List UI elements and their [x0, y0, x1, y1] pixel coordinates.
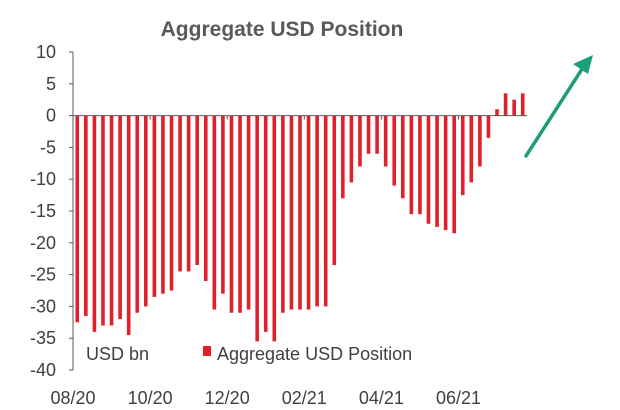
trend-arrow-line: [524, 64, 586, 158]
bar: [306, 115, 311, 310]
legend: Aggregate USD Position: [203, 344, 412, 364]
y-tick-label: -20: [30, 233, 56, 253]
bar: [435, 115, 439, 227]
bar: [101, 115, 105, 326]
trend-arrow-head: [573, 55, 593, 74]
bar: [366, 115, 371, 154]
bar: [255, 115, 259, 342]
bar: [469, 115, 474, 183]
y-tick-label: 10: [36, 42, 56, 62]
x-tick-label: 06/21: [436, 388, 481, 408]
y-axis-ticks: 10 5 0 -5 -10 -15 -20 -25 -30 -35 -40: [30, 42, 56, 380]
x-tick-label: 10/20: [128, 388, 173, 408]
bar: [84, 115, 88, 316]
bar: [315, 115, 319, 307]
bar: [144, 115, 148, 307]
bar: [178, 115, 182, 272]
unit-label: USD bn: [86, 344, 149, 364]
x-axis-ticks: 08/20 10/20 12/20 02/21 04/21 06/21: [50, 388, 481, 408]
bar: [221, 115, 225, 294]
bar: [118, 115, 122, 320]
bar: [495, 109, 499, 116]
bar: [375, 115, 379, 154]
bar: [203, 115, 208, 281]
x-tick-label: 08/20: [50, 388, 95, 408]
chart-title: Aggregate USD Position: [161, 18, 404, 41]
bars: [75, 93, 525, 342]
bar: [126, 115, 131, 336]
bar: [443, 115, 448, 231]
bar: [92, 115, 97, 332]
bar: [161, 115, 165, 294]
y-tick-label: -35: [30, 328, 56, 348]
bar: [229, 115, 234, 313]
y-tick-label: -25: [30, 265, 56, 285]
y-tick-label: -40: [30, 360, 56, 380]
axes: [69, 51, 527, 371]
y-tick-label: -5: [40, 137, 56, 157]
bar: [400, 115, 405, 199]
bar: [460, 115, 465, 196]
bar: [486, 115, 491, 138]
bar: [418, 115, 422, 215]
bar: [452, 115, 456, 234]
bar: [195, 115, 200, 266]
x-tick-label: 02/21: [282, 388, 327, 408]
bar: [341, 115, 345, 199]
bar: [383, 115, 388, 167]
bar: [503, 93, 508, 116]
y-tick-label: -10: [30, 169, 56, 189]
x-tick-label: 12/20: [205, 388, 250, 408]
bar: [512, 99, 516, 116]
bar: [349, 115, 354, 183]
bar: [358, 115, 362, 167]
bar: [169, 115, 174, 291]
bar: [520, 93, 525, 116]
bar: [298, 115, 302, 310]
y-tick-label: -30: [30, 296, 56, 316]
bar: [75, 115, 80, 323]
bar: [135, 115, 140, 313]
trend-arrow: [524, 55, 593, 158]
bar: [109, 115, 114, 326]
y-tick-label: 0: [46, 106, 56, 126]
bar: [478, 115, 482, 167]
y-tick-label: -15: [30, 201, 56, 221]
y-tick-label: 5: [46, 74, 56, 94]
bar: [426, 115, 431, 224]
x-tick-label: 04/21: [359, 388, 404, 408]
bar: [152, 115, 157, 297]
bar: [392, 115, 397, 186]
legend-swatch: [203, 346, 211, 356]
bar: [409, 115, 414, 215]
legend-label: Aggregate USD Position: [217, 344, 412, 364]
bar: [272, 115, 277, 342]
bar: [323, 115, 328, 307]
bar: [186, 115, 191, 272]
bar: [246, 115, 251, 310]
bar: [212, 115, 217, 310]
bar: [263, 115, 268, 332]
bar: [289, 115, 294, 310]
bar: [281, 115, 285, 313]
bar: [238, 115, 242, 313]
bar: [332, 115, 337, 266]
